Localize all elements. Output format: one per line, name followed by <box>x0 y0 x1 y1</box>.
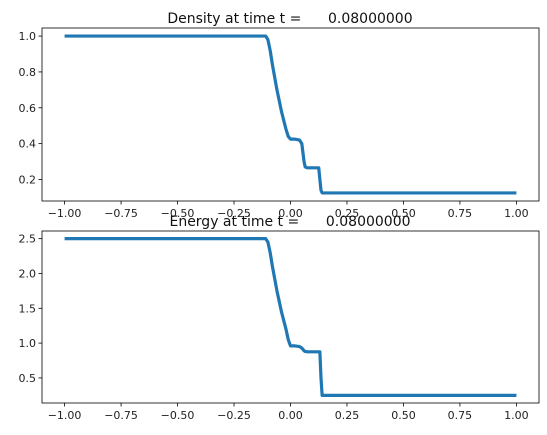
density-x-tick-label: 1.00 <box>504 207 529 220</box>
density-plot-frame <box>41 27 540 202</box>
energy-y-tick-label: 2.0 <box>19 267 37 280</box>
energy-x-tick-label: 0.50 <box>391 409 416 422</box>
energy-plot-ticks: −1.00 −0.75 −0.50 −0.25 0.00 0.25 0.50 0.75 1.00… <box>19 233 529 422</box>
energy-x-tick-label: 0.25 <box>335 409 360 422</box>
energy-series-line <box>64 237 517 397</box>
energy-y-tick-label: 2.5 <box>19 233 37 246</box>
energy-plot: Energy at time t = 0.08000000 −1.00 −0.75… <box>19 214 540 422</box>
energy-plot-series <box>64 237 517 397</box>
density-x-tick-label: −1.00 <box>48 207 82 220</box>
density-x-tick-label: −0.25 <box>217 207 251 220</box>
energy-y-tick-label: 0.5 <box>19 372 37 385</box>
energy-plot-frame <box>41 230 540 404</box>
energy-x-tick-label: 1.00 <box>504 409 529 422</box>
energy-x-tick-label: 0.00 <box>278 409 303 422</box>
energy-plot-title: Energy at time t = 0.08000000 <box>169 214 410 230</box>
density-x-tick-label: −0.75 <box>104 207 138 220</box>
density-x-tick-label: 0.00 <box>278 207 303 220</box>
energy-x-tick-label: −1.00 <box>48 409 82 422</box>
energy-x-tick-label: −0.50 <box>161 409 195 422</box>
energy-y-tick-label: 1.5 <box>19 302 37 315</box>
density-y-tick-label: 1.0 <box>19 30 37 43</box>
density-x-tick-label: 0.50 <box>391 207 416 220</box>
density-y-tick-label: 0.8 <box>19 66 37 79</box>
density-x-tick-label: −0.50 <box>161 207 195 220</box>
density-plot-title: Density at time t = 0.08000000 <box>167 11 412 27</box>
density-y-tick-label: 0.2 <box>19 173 37 186</box>
density-y-tick-label: 0.6 <box>19 102 37 115</box>
energy-x-tick-label: −0.25 <box>217 409 251 422</box>
density-x-tick-label: 0.25 <box>335 207 360 220</box>
density-plot: Density at time t = 0.08000000 −1.00 −0.7… <box>19 11 540 220</box>
density-plot-series <box>64 34 517 195</box>
energy-y-tick-label: 1.0 <box>19 337 37 350</box>
density-plot-ticks: −1.00 −0.75 −0.50 −0.25 0.00 0.25 0.50 0.75 1.00… <box>19 30 529 220</box>
density-series-line <box>64 34 517 195</box>
energy-x-tick-label: 0.75 <box>448 409 473 422</box>
density-y-tick-label: 0.4 <box>19 138 37 151</box>
density-x-tick-label: 0.75 <box>448 207 473 220</box>
energy-x-tick-label: −0.75 <box>104 409 138 422</box>
